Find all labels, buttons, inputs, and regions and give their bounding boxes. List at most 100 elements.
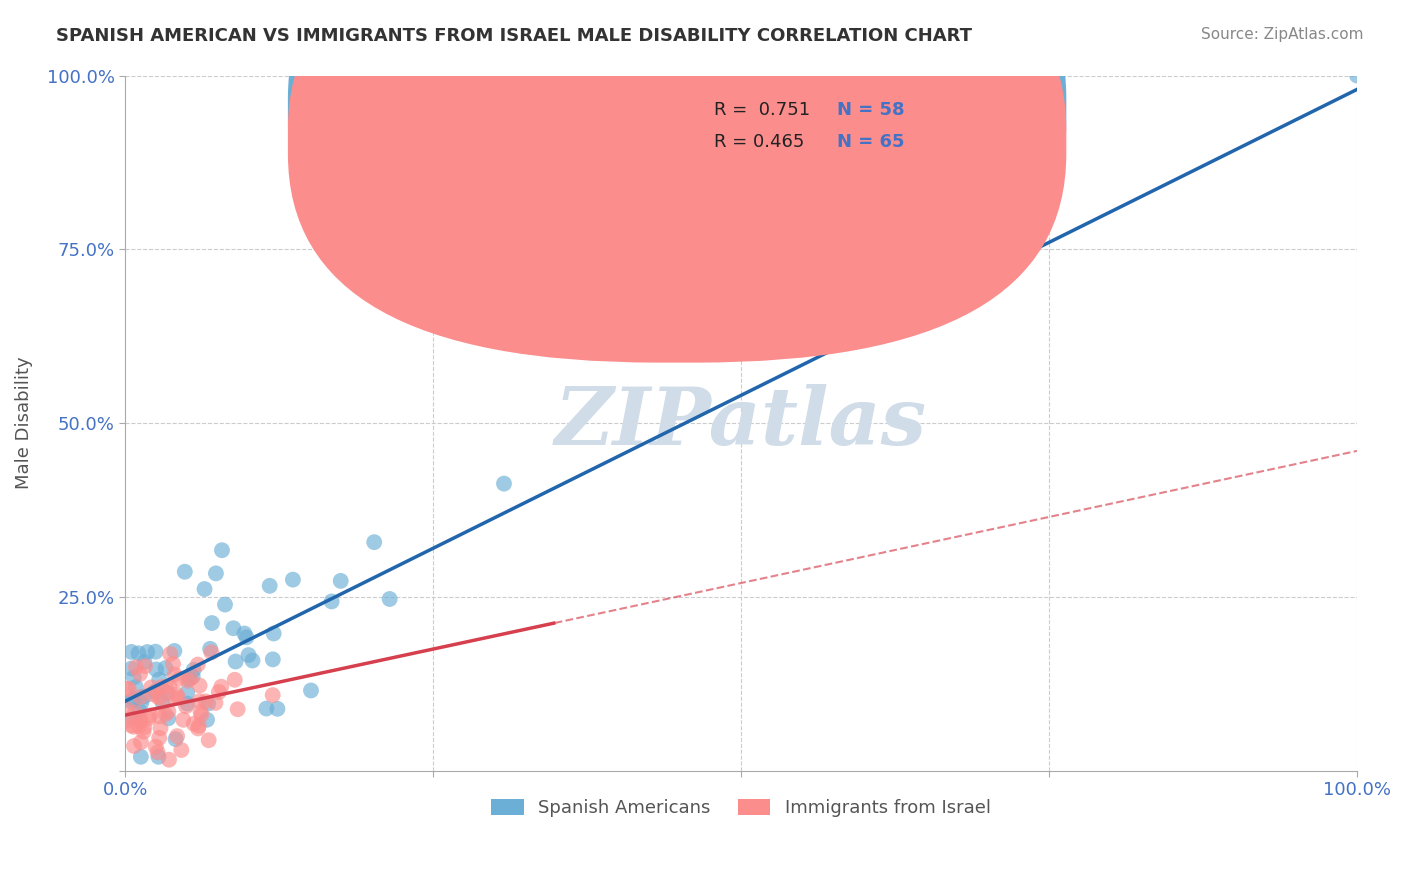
Point — [166, 729, 188, 743]
Point — [378, 592, 401, 607]
Point — [115, 714, 138, 728]
Point — [224, 673, 246, 687]
Point — [163, 644, 186, 658]
Point — [155, 680, 177, 694]
Point — [148, 690, 170, 705]
Point — [121, 645, 143, 659]
Point — [170, 743, 193, 757]
Text: N = 58: N = 58 — [837, 101, 905, 119]
Point — [167, 672, 190, 686]
Point — [149, 690, 172, 705]
FancyBboxPatch shape — [630, 82, 945, 169]
Point — [183, 716, 205, 731]
Point — [163, 691, 186, 706]
Point — [176, 697, 198, 711]
Point — [198, 641, 221, 656]
Point — [177, 673, 200, 688]
Point — [162, 657, 184, 671]
Point — [183, 663, 205, 677]
Point — [1346, 69, 1368, 83]
Point — [121, 662, 143, 676]
Point — [166, 687, 188, 701]
Point — [146, 745, 169, 759]
Point — [254, 701, 277, 715]
Point — [145, 645, 167, 659]
Point — [363, 535, 385, 549]
Point — [115, 702, 138, 716]
FancyBboxPatch shape — [288, 0, 1066, 331]
Point — [195, 713, 218, 727]
Point — [129, 714, 152, 728]
Point — [129, 690, 152, 705]
Point — [233, 626, 256, 640]
Point — [125, 680, 148, 694]
Point — [134, 659, 156, 673]
Point — [263, 626, 285, 640]
Point — [122, 670, 145, 684]
Point — [181, 670, 204, 684]
Point — [134, 655, 156, 669]
Point — [259, 579, 281, 593]
Point — [128, 704, 150, 718]
Point — [128, 713, 150, 727]
Text: R = 0.465: R = 0.465 — [714, 133, 804, 151]
Point — [165, 732, 187, 747]
Point — [176, 685, 198, 699]
Point — [128, 719, 150, 733]
Point — [157, 753, 180, 767]
Point — [167, 690, 190, 705]
Point — [197, 733, 219, 747]
Point — [138, 711, 160, 725]
Point — [187, 719, 209, 733]
Point — [211, 543, 233, 558]
Point — [155, 707, 177, 722]
Point — [128, 646, 150, 660]
Point — [188, 694, 211, 708]
Point — [188, 679, 211, 693]
Point — [149, 721, 172, 735]
Point — [148, 731, 170, 745]
Point — [141, 681, 163, 695]
Point — [204, 696, 226, 710]
Point — [187, 657, 209, 672]
Point — [136, 645, 159, 659]
Point — [142, 687, 165, 701]
Point — [129, 666, 152, 681]
Point — [222, 621, 245, 635]
Point — [190, 705, 212, 719]
Point — [122, 692, 145, 706]
Point — [157, 711, 180, 725]
Point — [156, 686, 179, 700]
Point — [214, 598, 236, 612]
Point — [121, 694, 143, 708]
Point — [173, 565, 195, 579]
Point — [197, 697, 219, 711]
Point — [492, 476, 515, 491]
Point — [201, 615, 224, 630]
Point — [163, 667, 186, 681]
Point — [148, 749, 170, 764]
Text: Source: ZipAtlas.com: Source: ZipAtlas.com — [1201, 27, 1364, 42]
Point — [321, 594, 343, 608]
Point — [129, 749, 152, 764]
Point — [148, 673, 170, 687]
Point — [115, 681, 138, 696]
Point — [266, 702, 288, 716]
Point — [122, 720, 145, 734]
Point — [122, 739, 145, 753]
Point — [209, 680, 232, 694]
Point — [174, 699, 197, 714]
Point — [187, 722, 209, 736]
Point — [190, 708, 212, 723]
Point — [139, 708, 162, 723]
Point — [177, 672, 200, 686]
Y-axis label: Male Disability: Male Disability — [15, 357, 32, 490]
Point — [150, 680, 173, 694]
Point — [132, 724, 155, 739]
Text: ZIPatlas: ZIPatlas — [555, 384, 927, 462]
Point — [143, 684, 166, 698]
Point — [120, 718, 142, 732]
Point — [238, 648, 260, 662]
Point — [122, 711, 145, 725]
Point — [299, 683, 322, 698]
